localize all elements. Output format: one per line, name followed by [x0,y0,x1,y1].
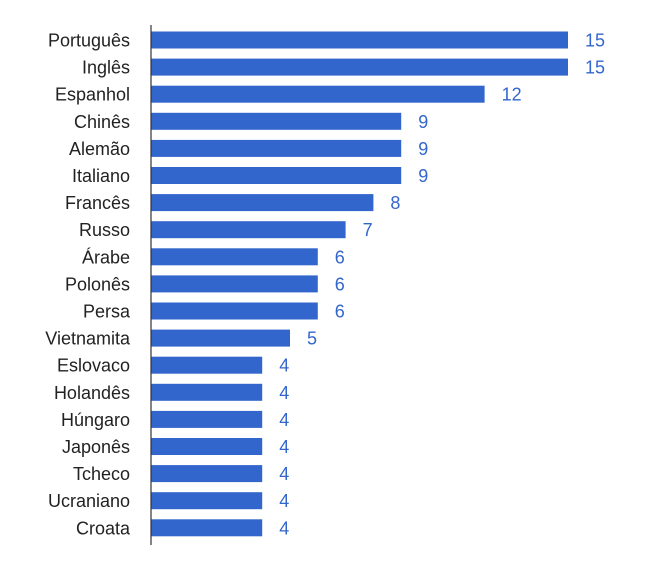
data-label: 4 [279,356,289,376]
category-label: Alemão [69,139,130,159]
bar [151,302,318,320]
bar [151,194,374,212]
data-label: 4 [279,437,289,457]
data-label: 6 [335,247,345,267]
bar [151,356,263,374]
data-label: 9 [418,139,428,159]
bar [151,438,263,455]
category-label: Árabe [82,247,130,267]
bar [151,221,346,239]
bar [151,465,263,483]
category-label: Inglês [82,58,130,78]
category-label: Húngaro [61,410,130,430]
category-label: Croata [76,518,131,538]
bar [151,329,290,347]
data-label: 9 [418,112,428,132]
bar [151,410,263,428]
data-label: 12 [502,85,522,105]
category-label: Espanhol [55,85,130,105]
category-label: Tcheco [73,464,130,484]
category-label: Polonês [65,274,130,294]
bar [151,383,263,401]
category-labels-layer: Português Inglês Espanhol Chinês Alemão Itali… [45,31,131,539]
category-label: Persa [83,302,131,322]
category-label: Holandês [54,383,130,403]
data-label: 4 [279,464,289,484]
data-label: 4 [279,491,289,511]
data-label: 15 [585,31,605,51]
data-label: 6 [335,302,345,322]
data-label: 6 [335,274,345,294]
bar [151,139,402,157]
bar [151,31,568,49]
data-label: 4 [279,518,289,538]
bar [151,167,402,184]
category-label: Ucraniano [48,491,130,511]
bars-layer [151,31,568,537]
bar [151,248,318,266]
data-label: 7 [363,220,373,240]
bar [151,275,318,293]
category-label: Português [48,31,130,51]
bar [151,519,263,537]
data-label: 4 [279,410,289,430]
category-label: Chinês [74,112,130,132]
category-label: Francês [65,193,130,213]
category-label: Vietnamita [45,329,131,349]
data-label: 15 [585,58,605,78]
category-label: Russo [79,220,130,240]
bar [151,85,485,103]
bar [151,58,568,76]
category-label: Italiano [72,166,130,186]
data-label: 5 [307,329,317,349]
bar [151,112,402,130]
bar [151,492,263,510]
data-label: 4 [279,383,289,403]
category-label: Japonês [62,437,130,457]
data-label: 9 [418,166,428,186]
category-label: Eslovaco [57,356,130,376]
data-label: 8 [390,193,400,213]
